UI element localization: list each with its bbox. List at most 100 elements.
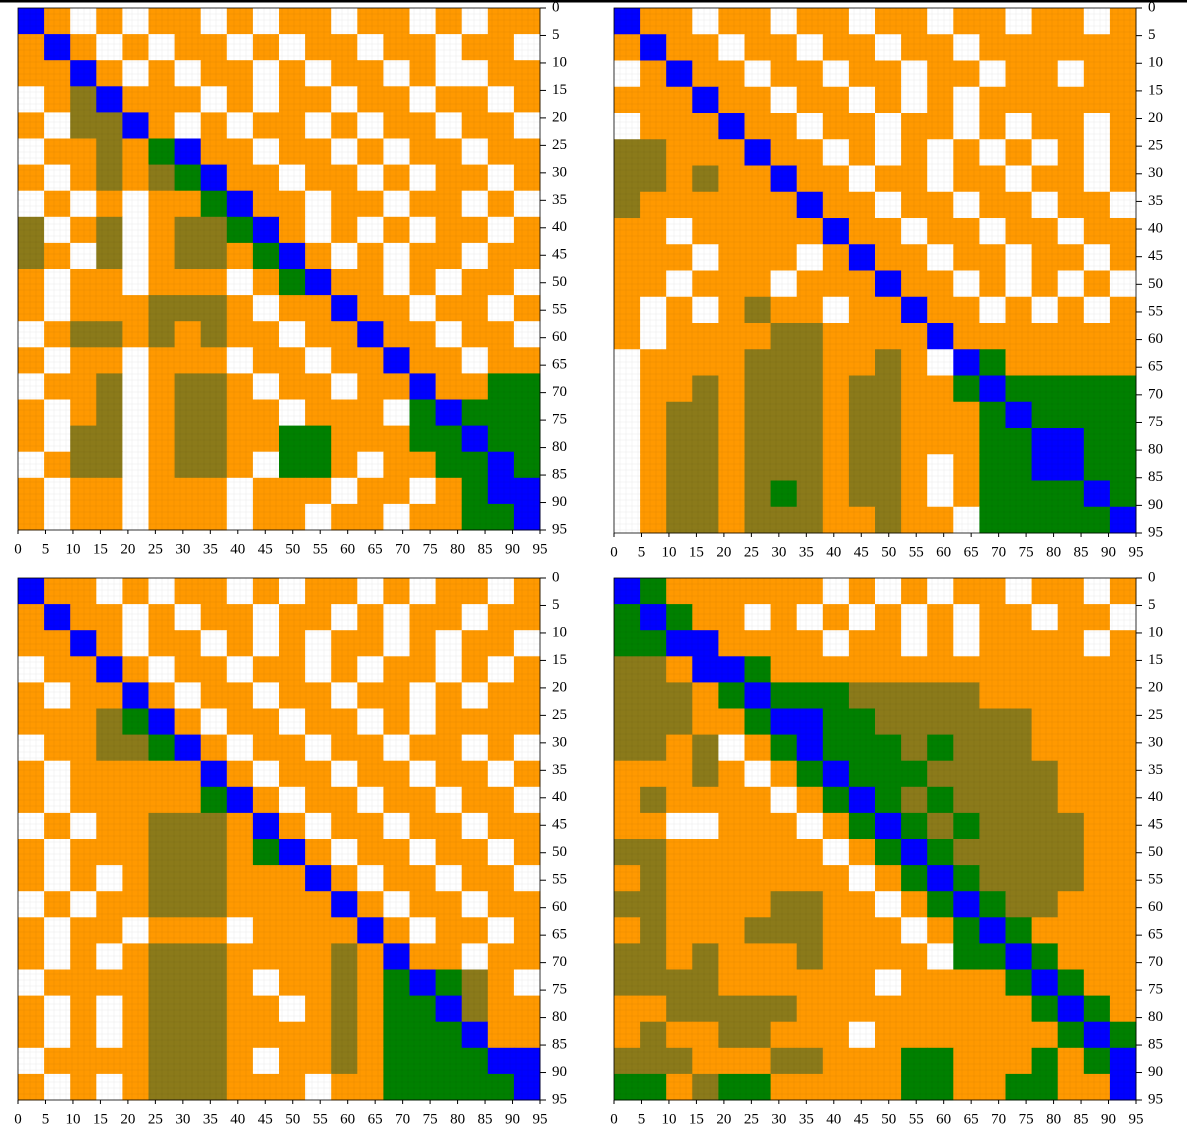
heat-cell	[796, 1047, 824, 1075]
heat-cell	[122, 891, 149, 918]
heat-cell	[1031, 165, 1059, 193]
heat-cell	[901, 8, 928, 35]
x-tick-label: 85	[1074, 1111, 1089, 1127]
heat-cell	[18, 891, 45, 918]
y-tick-label: 45	[1148, 248, 1163, 264]
heat-cell	[409, 1047, 437, 1075]
heat-cell	[1109, 349, 1137, 376]
heat-cell	[305, 269, 332, 296]
heat-cell	[226, 995, 254, 1023]
heat-cell	[252, 812, 280, 840]
heat-cell	[148, 399, 176, 427]
heat-cell	[44, 865, 71, 892]
heat-cell	[200, 604, 228, 631]
heat-cell	[1057, 891, 1085, 918]
heat-cell	[487, 917, 515, 944]
heat-cell	[252, 451, 280, 479]
y-tick-label: 15	[1148, 82, 1163, 98]
heat-cell	[331, 373, 358, 400]
heat-cell	[487, 943, 515, 970]
heat-cell	[44, 839, 71, 866]
heat-cell	[848, 917, 876, 944]
heat-cell	[435, 943, 463, 970]
y-tick-label: 5	[1148, 27, 1156, 43]
heat-cell	[487, 812, 515, 840]
heat-cell	[226, 708, 254, 736]
heat-cell	[148, 604, 176, 631]
heat-cell	[979, 760, 1006, 788]
heat-cell	[979, 454, 1006, 481]
heat-cell	[18, 425, 45, 453]
heat-cell	[200, 8, 228, 35]
y-tick-label: 30	[552, 734, 567, 750]
heat-cell	[1005, 506, 1033, 534]
heat-cell	[953, 8, 980, 35]
heat-cell	[357, 734, 384, 762]
heat-cell	[174, 839, 202, 866]
heat-cell	[357, 708, 384, 736]
heat-cell	[770, 578, 798, 605]
heat-cell	[18, 604, 45, 631]
heat-cell	[666, 1021, 693, 1049]
heat-cell	[1109, 375, 1137, 403]
heat-cell	[435, 760, 463, 788]
heat-cell	[435, 190, 463, 218]
heat-cell	[409, 812, 437, 840]
heat-cell	[1083, 270, 1111, 298]
heat-cell	[1057, 86, 1085, 114]
heat-cell	[96, 865, 123, 892]
heat-cell	[148, 112, 176, 139]
heat-cell	[18, 477, 45, 505]
y-tick-label: 40	[552, 789, 567, 805]
heat-cell	[305, 242, 332, 270]
heat-cell	[487, 321, 515, 348]
heat-cell	[1031, 839, 1059, 866]
heat-cell	[18, 138, 45, 166]
heat-cell	[148, 138, 176, 166]
plot-frame	[613, 577, 1137, 1101]
heat-cell	[1109, 969, 1137, 997]
heat-cell	[148, 1021, 176, 1049]
heat-cell	[614, 839, 641, 866]
heat-cell	[979, 60, 1006, 88]
heat-cell	[1057, 786, 1085, 814]
heat-cell	[822, 86, 850, 114]
heat-cell	[979, 428, 1006, 455]
heat-cell	[226, 839, 254, 866]
heat-cell	[200, 399, 228, 427]
heat-cell	[901, 375, 928, 403]
x-tick-label: 70	[991, 1111, 1006, 1127]
heat-cell	[383, 630, 410, 657]
heat-cell	[305, 734, 332, 762]
heat-cell	[640, 375, 667, 403]
heat-cell	[487, 604, 515, 631]
heat-cell	[18, 578, 45, 605]
heat-cell	[1083, 839, 1111, 866]
heat-cell	[848, 165, 876, 193]
heat-cell	[122, 1021, 149, 1049]
heat-cell	[331, 630, 358, 657]
heat-cell	[513, 786, 541, 814]
heat-cell	[331, 138, 358, 166]
heat-cell	[718, 943, 745, 970]
heat-cell	[200, 734, 228, 762]
heat-cell	[435, 969, 463, 997]
heat-cell	[279, 425, 306, 453]
heat-cell	[640, 191, 667, 219]
heat-cell	[614, 480, 641, 508]
heat-cell	[148, 917, 176, 944]
y-tick-label: 20	[1148, 679, 1163, 695]
heat-cell	[927, 270, 954, 298]
heat-cell	[174, 1047, 202, 1075]
heat-cell	[461, 138, 489, 166]
heat-cell	[1057, 969, 1085, 997]
heat-cell	[718, 86, 745, 114]
heat-cell	[44, 8, 71, 35]
heat-cell	[718, 296, 745, 324]
heat-cell	[252, 969, 280, 997]
heat-cell	[96, 112, 123, 139]
heat-cell	[927, 296, 954, 324]
heat-cell	[200, 451, 228, 479]
heat-cell	[96, 969, 123, 997]
heat-cell	[461, 786, 489, 814]
